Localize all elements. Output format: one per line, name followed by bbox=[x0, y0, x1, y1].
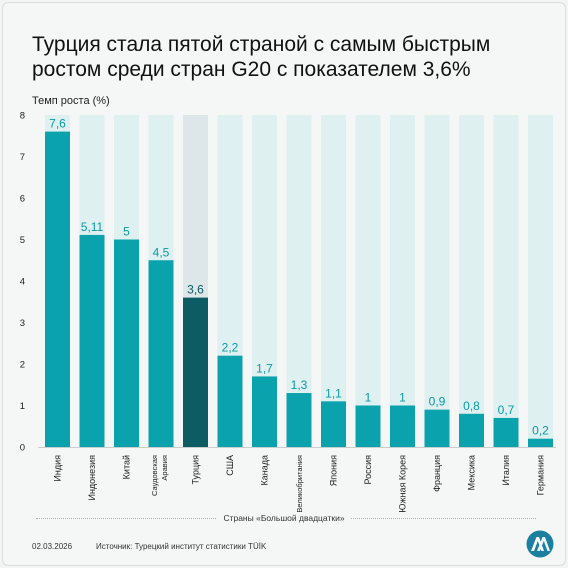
bar bbox=[45, 131, 70, 447]
bar-track bbox=[493, 115, 519, 447]
bar bbox=[459, 413, 484, 447]
x-tick-label: Германия bbox=[536, 455, 546, 495]
bar-track bbox=[528, 115, 553, 447]
bar-value-label: 1,1 bbox=[325, 386, 342, 400]
bar-track bbox=[424, 115, 450, 447]
bar-value-label: 0,7 bbox=[498, 403, 515, 417]
bar bbox=[355, 405, 381, 447]
bar-value-label: 5,11 bbox=[81, 220, 104, 234]
x-tick-label: Франция bbox=[432, 455, 442, 492]
bar-value-label: 1,7 bbox=[256, 361, 273, 375]
x-tick-label: Италия bbox=[501, 455, 511, 486]
x-tick-label: Саудовская bbox=[150, 455, 159, 496]
x-tick-label: Япония bbox=[329, 455, 339, 486]
y-tick-label: 2 bbox=[20, 360, 25, 371]
bar bbox=[217, 355, 243, 447]
x-tick-label: Турция bbox=[191, 455, 201, 485]
bar bbox=[493, 417, 519, 447]
footer-date: 02.03.2026 bbox=[32, 542, 73, 551]
bar bbox=[528, 438, 553, 447]
x-tick-label: Великобритания bbox=[295, 455, 304, 513]
x-tick-label: Канада bbox=[260, 455, 270, 485]
bar bbox=[79, 234, 105, 447]
bar bbox=[390, 405, 415, 447]
bar-value-label: 4,5 bbox=[153, 245, 170, 259]
bar bbox=[286, 393, 312, 447]
bar bbox=[252, 376, 277, 447]
bar-value-label: 3,6 bbox=[187, 283, 204, 297]
x-tick-label: Южная Корея bbox=[398, 455, 408, 513]
x-tick-label: Индонезия bbox=[87, 455, 97, 501]
x-tick-label: Китай bbox=[122, 455, 132, 479]
x-axis-caption-wrap: Страны «Большой двадцатки» bbox=[0, 513, 568, 523]
y-tick-label: 6 bbox=[20, 194, 25, 205]
y-tick-label: 7 bbox=[20, 152, 25, 163]
aa-logo-icon bbox=[526, 530, 554, 558]
bar bbox=[148, 260, 174, 447]
bar-value-label: 0,9 bbox=[429, 395, 446, 409]
bar bbox=[114, 239, 139, 447]
y-tick-label: 5 bbox=[20, 235, 25, 246]
y-tick-label: 1 bbox=[20, 401, 25, 412]
x-tick-label: Россия bbox=[363, 455, 373, 485]
y-tick-label: 3 bbox=[20, 318, 25, 329]
bar-value-label: 5 bbox=[123, 225, 130, 239]
bar-track bbox=[390, 115, 415, 447]
footer-source: Источник: Турецкий институт статистики T… bbox=[96, 542, 267, 551]
y-tick-label: 0 bbox=[20, 443, 25, 454]
bar bbox=[183, 297, 208, 447]
bar-value-label: 7,6 bbox=[49, 117, 66, 131]
bar-value-label: 1 bbox=[399, 391, 406, 405]
y-tick-label: 8 bbox=[20, 111, 25, 122]
chart-title: Турция стала пятой страной с самым быстр… bbox=[32, 33, 491, 81]
bar-value-label: 1 bbox=[365, 391, 372, 405]
x-axis-label: Страны «Большой двадцатки» bbox=[217, 513, 351, 523]
bar-value-label: 0,2 bbox=[532, 424, 549, 438]
bar-track bbox=[355, 115, 381, 447]
bar-value-label: 2,2 bbox=[222, 341, 239, 355]
x-tick-label: Аравия bbox=[160, 455, 169, 481]
bar-track bbox=[286, 115, 312, 447]
x-tick-label: Мексика bbox=[467, 455, 477, 490]
x-tick-label: Индия bbox=[53, 455, 63, 482]
x-tick-label: США bbox=[225, 455, 235, 476]
y-tick-label: 4 bbox=[20, 277, 25, 288]
bar-value-label: 0,8 bbox=[463, 399, 480, 413]
bar-track bbox=[459, 115, 484, 447]
bar-track bbox=[321, 115, 346, 447]
y-axis-label: Темп роста (%) bbox=[32, 95, 110, 107]
bar bbox=[321, 401, 346, 447]
bar-value-label: 1,3 bbox=[291, 378, 308, 392]
bar bbox=[424, 409, 450, 447]
